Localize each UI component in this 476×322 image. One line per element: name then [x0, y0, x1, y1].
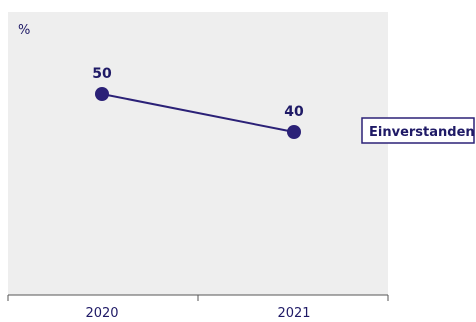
- y-unit-label: %: [18, 23, 30, 38]
- data-point: [95, 87, 109, 101]
- x-tick-label: 2020: [85, 306, 118, 321]
- data-label: 40: [284, 104, 304, 120]
- x-axis: 2020 2021: [7, 294, 389, 321]
- plot-area: [8, 12, 388, 295]
- legend-label: Einverstanden: [369, 125, 475, 140]
- x-tick-label: 2021: [277, 306, 310, 321]
- data-label: 50: [92, 66, 112, 82]
- data-point: [287, 125, 301, 139]
- series-line: [101, 93, 295, 133]
- series-group: 50 40: [92, 66, 304, 139]
- legend-box: [361, 117, 475, 144]
- legend: Einverstanden: [361, 117, 475, 144]
